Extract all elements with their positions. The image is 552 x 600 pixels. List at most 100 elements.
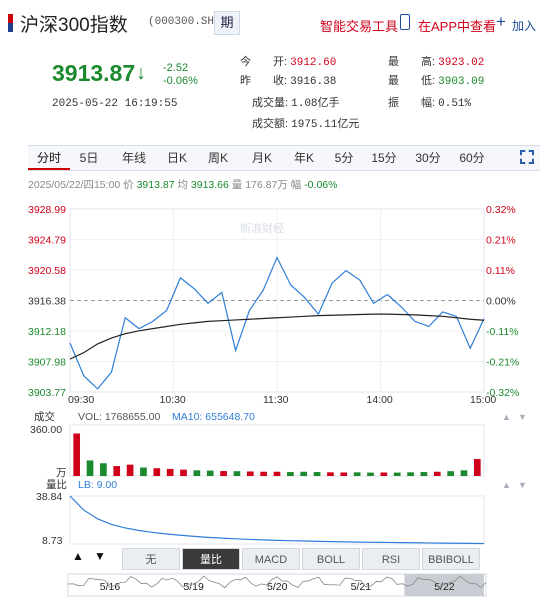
quote-timestamp: 2025-05-22 16:19:55 [52,98,178,110]
tab-30min[interactable]: 30分 [415,151,441,165]
volume-bar [206,470,214,476]
plus-icon[interactable]: + [496,12,506,31]
ratio-expand-icon: ▲ [502,480,511,490]
tab-60min[interactable]: 60分 [459,151,485,165]
volume-bar [353,472,361,476]
volume-bar [420,472,428,476]
price-line [69,256,485,390]
amplitude-value: 0.51% [438,98,472,110]
volume-bar [287,472,294,476]
period-button[interactable]: 期 [214,11,240,35]
volume-bar [327,472,334,476]
open-row: 今 开: 3912.60 [240,53,336,69]
brand-mark-blue [8,23,13,32]
prev-close-value: 3916.38 [290,76,337,88]
volume-value: 1.08亿手 [291,98,340,110]
indicator-macd[interactable]: MACD [242,548,300,570]
x-tick: 11:30 [263,394,289,406]
indicator-bbiboll[interactable]: BBIBOLL [422,548,480,570]
high-row: 最 高: 3923.02 [388,53,484,69]
scroll-up-icon[interactable]: ▲ [72,549,84,563]
x-tick: 10:30 [160,394,186,406]
tab-5day[interactable]: 5日 [79,151,99,165]
tab-15min[interactable]: 15分 [371,151,397,165]
volume-bar [153,468,161,476]
volume-expand-icon: ▲ [502,412,511,422]
navigator-date: 5/20 [267,581,288,593]
indicator-buttons: 无 量比 MACD BOLL RSI BBIBOLL [68,548,488,570]
ratio-title: 量比 [46,478,67,491]
tab-yearly-k[interactable]: 年K [293,151,314,165]
x-tick: 09:30 [68,394,94,406]
fullscreen-icon[interactable] [520,150,534,164]
navigator-date: 5/16 [100,581,121,593]
change-percent: -0.06% [163,75,198,87]
volume-panel-frame [69,424,485,477]
indicator-rsi[interactable]: RSI [362,548,420,570]
indicator-volume-ratio[interactable]: 量比 [182,548,240,570]
volume-panel: 成交 VOL: 1768655.00 MA10: 655648.70 360.00 万 ▲… [30,410,527,479]
navigator-date: 5/22 [434,581,455,593]
info-price: 3913.87 [136,179,175,191]
ratio-y-top: 38.84 [36,491,62,503]
x-tick: 14:00 [367,394,393,406]
watermark: 新浪财经 [240,221,284,235]
navigator-date: 5/19 [183,581,204,593]
view-in-app-link[interactable]: 在APP中查看 [418,19,497,34]
volume-bar [233,471,241,476]
change-value: -2.52 [163,62,189,74]
volume-unit: 万 [56,467,67,479]
y-tick-right: -0.21% [486,357,519,369]
x-tick: 15:00 [470,394,496,406]
volume-bar [340,472,348,476]
navigator-date: 5/21 [351,581,372,593]
y-tick-left: 3920.58 [28,265,66,277]
y-tick-right: -0.11% [486,326,519,338]
info-vol-label: 量 [231,179,243,191]
volume-bar [447,471,454,476]
volume-ratio-line [69,495,485,545]
tab-monthly-k[interactable]: 月K [251,151,272,165]
volume-bar [140,467,147,476]
date-navigator: 5/16 5/19 5/20 5/21 5/22 [67,573,487,597]
volume-bar [260,471,267,476]
smart-trading-tool-link[interactable]: 智能交易工具 [320,19,399,34]
open-value: 3912.60 [290,57,337,69]
volume-bar [86,460,94,476]
indicator-none[interactable]: 无 [122,548,180,570]
ma10-label: MA10: 655648.70 [172,411,255,423]
price-panel: 3928.99 0.32% 3924.79 0.21% 3920.58 0.11% 3916… [28,204,519,406]
tab-daily-k[interactable]: 日K [166,151,187,165]
info-avg-label: 均 [177,179,188,191]
volume-row: 成交量: 1.08亿手 [252,94,340,110]
ratio-y-bottom: 8.73 [42,535,63,547]
info-date: 2025/05/22/四15:00 [28,179,121,191]
volume-bar [126,464,134,476]
info-price-label: 价 [123,179,134,191]
y-tick-left: 3916.38 [28,296,66,308]
volume-bar [473,459,481,476]
prev-close-label: 昨 收: [240,75,288,87]
tab-weekly-k[interactable]: 周K [207,151,228,165]
volume-bar [407,472,414,476]
amount-label: 成交额: [252,118,289,130]
volume-bar [380,472,388,476]
add-to-watchlist-link[interactable]: 加入 [512,19,537,33]
y-tick-left: 3907.98 [28,357,66,369]
volume-label: 成交量: [252,97,289,109]
volume-collapse-icon: ▼ [518,412,527,422]
tab-intraday[interactable]: 分时 [28,146,70,170]
navigator-selected-day [404,574,484,596]
low-row: 最 低: 3903.09 [388,72,484,88]
tab-year-line[interactable]: 年线 [121,151,146,165]
average-line [69,313,485,360]
down-arrow-icon: ↓ [136,62,146,84]
scroll-down-icon[interactable]: ▼ [94,549,106,563]
volume-bar [433,471,441,476]
tab-5min[interactable]: 5分 [334,151,354,165]
amplitude-row: 振 幅: 0.51% [388,94,471,110]
ratio-label: LB: 9.00 [78,479,117,491]
volume-ratio-panel: 量比 LB: 9.00 38.84 8.73 ▲ ▼ [36,478,527,547]
volume-bar [166,468,174,476]
indicator-boll[interactable]: BOLL [302,548,360,570]
